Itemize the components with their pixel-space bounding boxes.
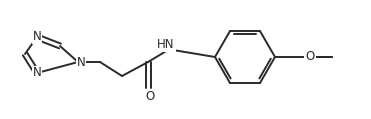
- Text: O: O: [145, 89, 155, 102]
- Text: N: N: [77, 55, 85, 69]
- Text: O: O: [305, 50, 315, 64]
- Text: N: N: [33, 67, 42, 79]
- Text: N: N: [33, 30, 42, 44]
- Text: HN: HN: [157, 39, 175, 52]
